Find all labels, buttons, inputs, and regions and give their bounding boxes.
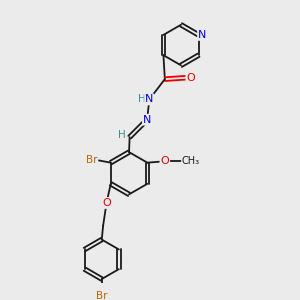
Text: H: H [118, 130, 126, 140]
Text: O: O [102, 198, 111, 208]
Text: Br: Br [96, 291, 107, 300]
Text: O: O [160, 156, 169, 166]
Text: H: H [138, 94, 145, 103]
Text: N: N [145, 94, 154, 104]
Text: N: N [143, 115, 151, 125]
Text: O: O [186, 73, 195, 83]
Text: Br: Br [86, 155, 97, 165]
Text: CH₃: CH₃ [182, 156, 200, 166]
Text: N: N [198, 30, 206, 40]
